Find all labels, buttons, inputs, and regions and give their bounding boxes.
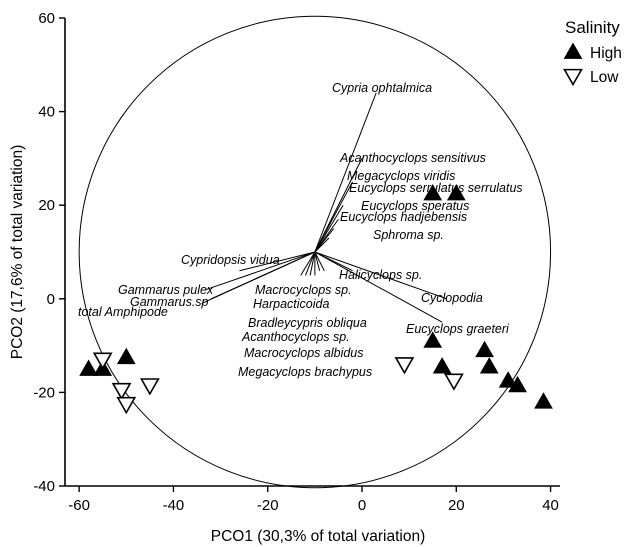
point-low (111, 382, 132, 401)
vector-label: Cypria ophtalmica (332, 81, 432, 95)
x-tick-label: 20 (448, 497, 465, 514)
vector-line (314, 181, 354, 253)
point-low (444, 373, 464, 391)
vector-label: Eucyclops speratus (361, 199, 469, 213)
vector-line (314, 92, 377, 253)
point-high (479, 357, 499, 374)
legend-marker-high (563, 42, 583, 59)
vector-label: Macrocyclops albidus (244, 346, 364, 360)
point-high (508, 375, 527, 393)
ticks-layer: -60 -40 -20 0 20 40 -40 -20 0 20 40 60 (33, 10, 559, 514)
vector-line (309, 251, 316, 276)
correlation-circle (78, 15, 552, 489)
vector-label: Gammarus.sp (130, 295, 209, 309)
legend-label: Low (590, 69, 619, 86)
x-tick-label: -60 (68, 497, 90, 514)
vector-label: Eucyclops hadjebensis (340, 210, 467, 224)
vector-line (314, 251, 448, 300)
vector-line (314, 251, 321, 271)
point-high (423, 183, 443, 201)
point-high (79, 359, 98, 376)
y-tick-label: -40 (33, 478, 55, 495)
vector-label: Acanthocyclops sensitivus (339, 151, 486, 165)
x-tick-label: -20 (257, 497, 279, 514)
vector-line (314, 204, 344, 253)
y-tick-label: -20 (33, 384, 55, 401)
vector-label: Megacyclops viridis (347, 169, 455, 183)
vector-line (304, 251, 316, 276)
vector-line (314, 251, 443, 323)
point-high (432, 357, 452, 374)
vector-line (206, 251, 316, 290)
legend: Salinity High Low (563, 18, 622, 87)
vector-label: Eucyclops serrulatus serrulatus (349, 181, 523, 195)
legend-marker-low (563, 68, 583, 87)
points-layer (79, 183, 553, 415)
y-tick-label: 60 (38, 10, 55, 27)
x-axis-title: PCO1 (30,3% of total variation) (211, 528, 426, 545)
point-high (475, 340, 494, 358)
vector-label: Macrocyclops sp. (255, 283, 352, 297)
x-tick-label: 0 (358, 497, 366, 514)
legend-title: Salinity (565, 18, 620, 37)
point-high (498, 371, 518, 388)
vector-line (314, 251, 325, 271)
x-tick-label: 40 (542, 497, 559, 514)
x-tick-label: -40 (163, 497, 185, 514)
y-tick-label: 20 (38, 197, 55, 214)
point-high (116, 347, 136, 365)
vector-label: Acanthocyclops sp. (241, 330, 350, 344)
y-tick-label: 40 (38, 104, 55, 121)
vector-label: Sphroma sp. (373, 228, 444, 242)
vector-label: Bradleycypris obliqua (248, 316, 367, 330)
point-low (92, 352, 113, 370)
point-low (139, 378, 160, 396)
y-axis-title: PCO2 (17,6% of total variation) (9, 145, 26, 360)
vectors-layer (201, 92, 448, 323)
vector-label: Harpacticoida (253, 297, 329, 311)
vector-label: Megacyclops brachypus (238, 365, 372, 379)
vector-label: Halicyclops sp. (339, 268, 422, 282)
vector-label: total Amphipode (78, 305, 168, 319)
legend-label: High (590, 45, 622, 62)
vector-label: Cypridopsis vidua (181, 253, 280, 267)
vector-label: Cyclopodia (421, 291, 483, 305)
vector-line (314, 237, 330, 253)
species-labels-layer: Cypria ophtalmica Acanthocyclops sensitiv… (78, 81, 523, 379)
point-high (534, 392, 553, 409)
point-high (423, 331, 443, 348)
vector-label: Gammarus pulex (118, 283, 214, 297)
vector-label: Eucyclops graeteri (406, 322, 510, 336)
vector-line (314, 228, 335, 253)
vector-line (201, 251, 316, 304)
point-high (446, 183, 466, 201)
y-tick-label: 0 (47, 291, 55, 308)
vector-line (300, 251, 316, 276)
point-low (116, 396, 137, 415)
point-low (394, 357, 415, 375)
vector-line (239, 251, 315, 272)
